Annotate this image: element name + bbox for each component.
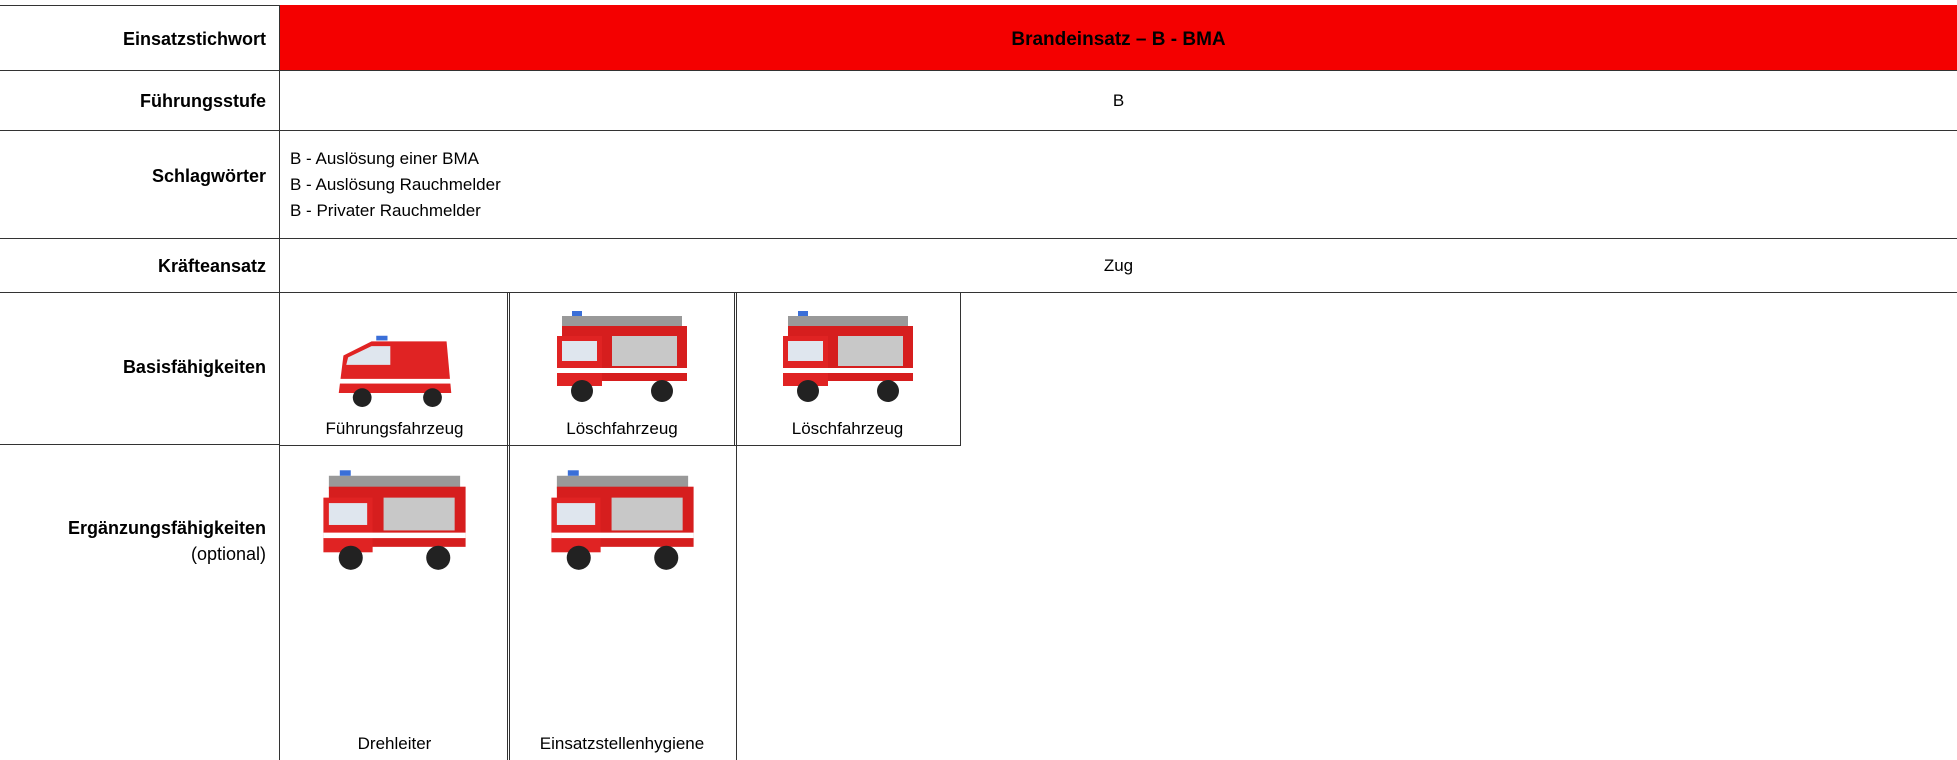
keyword-list: B - Auslösung einer BMA B - Auslösung Ra… <box>290 146 501 224</box>
row-value: B <box>1112 91 1125 110</box>
vehicle-cell: Drehleiter <box>279 444 510 760</box>
vehicle-cell: Löschfahrzeug <box>507 292 737 446</box>
row-value: Brandeinsatz – B - BMA <box>1011 29 1226 50</box>
row-label: Basisfähigkeiten <box>122 357 266 377</box>
keyword: B - Auslösung Rauchmelder <box>290 175 501 194</box>
keyword: B - Privater Rauchmelder <box>290 201 481 220</box>
vehicle-caption: Führungsfahrzeug <box>325 419 464 438</box>
vehicle-icon <box>768 306 928 406</box>
keyword: B - Auslösung einer BMA <box>290 149 479 168</box>
vehicle-caption: Löschfahrzeug <box>791 419 904 438</box>
row-note: (optional) <box>190 544 266 564</box>
rule <box>0 130 1957 131</box>
rule <box>0 70 1957 71</box>
row-label: Führungsstufe <box>140 91 266 111</box>
vehicle-icon <box>307 452 482 587</box>
row-label: Kräfteansatz <box>157 256 266 276</box>
vehicle-cell: Einsatzstellenhygiene <box>507 444 737 760</box>
row-label: Ergänzungsfähigkeiten <box>67 518 266 538</box>
vehicle-icon <box>320 322 470 417</box>
vehicle-caption: Einsatzstellenhygiene <box>539 734 705 753</box>
vehicle-icon <box>542 306 702 406</box>
vehicle-caption: Löschfahrzeug <box>566 419 678 438</box>
vehicle-cell: Löschfahrzeug <box>734 292 961 446</box>
rule <box>0 444 280 445</box>
vehicle-caption: Drehleiter <box>357 734 432 753</box>
header-band <box>279 5 1957 70</box>
vehicle-icon <box>535 452 710 587</box>
row-label: Schlagwörter <box>151 166 266 186</box>
rule <box>0 238 1957 239</box>
row-label: Einsatzstichwort <box>122 29 266 49</box>
rule <box>0 292 1957 293</box>
row-value: Zug <box>1103 256 1134 275</box>
vehicle-cell: Führungsfahrzeug <box>279 292 510 446</box>
